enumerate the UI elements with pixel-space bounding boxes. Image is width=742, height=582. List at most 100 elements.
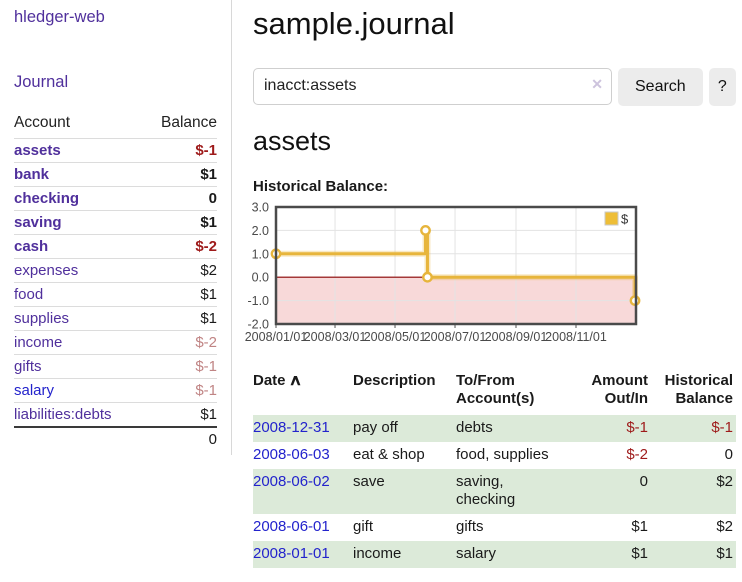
svg-text:-2.0: -2.0	[247, 317, 269, 331]
accounts-cell: food, supplies	[456, 445, 549, 463]
amount-cell: $1	[631, 518, 648, 536]
account-balance: $-1	[142, 378, 217, 403]
sort-ascending-icon: ∧	[288, 371, 302, 389]
search-input[interactable]	[253, 67, 612, 105]
date-link[interactable]: 2008-06-02	[253, 472, 330, 490]
chart-title: Historical Balance:	[253, 177, 389, 195]
account-heading: assets	[253, 125, 332, 156]
account-row: supplies $1	[14, 306, 217, 331]
account-row: assets $-1	[14, 138, 217, 163]
account-balance: $-2	[142, 234, 217, 259]
amount-cell: $1	[631, 544, 648, 562]
chart-legend-label: $	[621, 211, 629, 226]
transaction-row: 2008-06-01 gift gifts $1 $2	[253, 514, 736, 541]
account-link-saving[interactable]: saving	[14, 214, 62, 231]
account-row: cash $-2	[14, 234, 217, 259]
sidebar-item-journal[interactable]: Journal	[14, 73, 69, 91]
account-balance: $2	[142, 258, 217, 283]
main-content: sample.journal ✕ Search ? assets Histori…	[232, 0, 742, 568]
account-row: expenses $2	[14, 258, 217, 283]
account-link-income[interactable]: income	[14, 334, 63, 351]
svg-text:2.0: 2.0	[252, 224, 269, 238]
amount-cell: $-1	[626, 419, 648, 437]
account-row: salary $-1	[14, 378, 217, 403]
account-link-food[interactable]: food	[14, 286, 44, 303]
date-link[interactable]: 2008-01-01	[253, 544, 330, 562]
historical-balance-chart: 3.0 2.0 1.0 0.0 -1.0 -2.0 2008/01/01 2008/03/01…	[243, 200, 736, 351]
accounts-cell: saving, checking	[456, 472, 516, 509]
svg-text:2008/05/01: 2008/05/01	[364, 330, 427, 344]
account-link-supplies[interactable]: supplies	[14, 310, 70, 327]
svg-text:-1.0: -1.0	[247, 294, 269, 308]
accounts-header-balance: Balance	[160, 114, 217, 131]
transaction-row: 2008-06-03 eat & shop food, supplies $-2 0	[253, 442, 736, 469]
date-link[interactable]: 2008-12-31	[253, 419, 330, 437]
transaction-row: 2008-12-31 pay off debts $-1 $-1	[253, 415, 736, 442]
account-link-gifts[interactable]: gifts	[14, 358, 42, 375]
account-row: checking 0	[14, 186, 217, 211]
svg-text:2008/03/01: 2008/03/01	[304, 330, 367, 344]
register-header-description: Description	[353, 371, 436, 389]
help-button[interactable]: ?	[708, 67, 736, 106]
balance-cell: $2	[716, 518, 733, 536]
account-row: liabilities:debts $1	[14, 402, 217, 427]
account-link-checking[interactable]: checking	[14, 190, 80, 207]
account-row: bank $1	[14, 162, 217, 187]
account-link-expenses[interactable]: expenses	[14, 262, 79, 279]
app: hledger-web Journal Account Balance asse…	[14, 0, 742, 568]
description-cell: income	[353, 544, 402, 562]
account-balance: $1	[142, 210, 217, 235]
register-table: Date ∧ Description To/From Account(s) Amount…	[253, 369, 736, 568]
account-row: saving $1	[14, 210, 217, 235]
register-header-amount: Amount Out/In	[591, 371, 648, 408]
chart-canvas: 3.0 2.0 1.0 0.0 -1.0 -2.02008/01/012008/03/01…	[245, 200, 641, 344]
balance-cell: $-1	[711, 419, 733, 437]
account-balance: $1	[142, 282, 217, 307]
account-link-bank[interactable]: bank	[14, 166, 50, 183]
svg-text:2008/01/01: 2008/01/01	[245, 330, 308, 344]
account-link-cash[interactable]: cash	[14, 238, 49, 255]
accounts-cell: debts	[456, 419, 493, 437]
account-balance: $1	[142, 402, 217, 427]
search-button[interactable]: Search	[618, 67, 703, 106]
amount-cell: 0	[639, 472, 648, 490]
balance-cell: $1	[716, 544, 733, 562]
account-link-liabilities-debts[interactable]: liabilities:debts	[14, 406, 112, 423]
accounts-total-value: 0	[142, 426, 217, 451]
account-balance: 0	[142, 186, 217, 211]
balance-cell: $2	[716, 472, 733, 490]
description-cell: gift	[353, 518, 374, 536]
register-header-historical: Historical Balance	[664, 371, 733, 408]
account-row: gifts $-1	[14, 354, 217, 379]
date-link[interactable]: 2008-06-01	[253, 518, 330, 536]
account-balance: $1	[142, 306, 217, 331]
svg-text:1.0: 1.0	[252, 247, 269, 261]
page-title: sample.journal	[253, 6, 455, 41]
transaction-row: 2008-01-01 income salary $1 $1	[253, 540, 736, 568]
svg-text:3.0: 3.0	[252, 200, 269, 214]
accounts-total-row: 0	[14, 426, 217, 451]
accounts-cell: gifts	[456, 518, 484, 536]
account-link-salary[interactable]: salary	[14, 382, 55, 399]
accounts-header-account: Account	[14, 114, 71, 131]
svg-text:2008/09/01: 2008/09/01	[485, 330, 548, 344]
account-row: income $-2	[14, 330, 217, 355]
amount-cell: $-2	[626, 445, 648, 463]
register-header-to-from: To/From Account(s)	[456, 371, 535, 408]
account-row: food $1	[14, 282, 217, 307]
account-link-assets[interactable]: assets	[14, 142, 61, 159]
register-header-date[interactable]: Date ∧	[253, 371, 302, 389]
svg-text:2008/07/01: 2008/07/01	[424, 330, 487, 344]
accounts-total-spacer	[14, 426, 143, 451]
transaction-row: 2008-06-02 save saving, checking 0 $2	[253, 468, 736, 515]
date-link[interactable]: 2008-06-03	[253, 445, 330, 463]
accounts-cell: salary	[456, 544, 497, 562]
app-title-link[interactable]: hledger-web	[14, 8, 105, 26]
balance-cell: 0	[724, 445, 733, 463]
account-balance: $-2	[142, 330, 217, 355]
account-balance: $1	[142, 162, 217, 187]
accounts-table: Account Balance assets $-1 bank $1 checking 0…	[14, 112, 217, 451]
clear-search-icon[interactable]: ✕	[591, 75, 603, 92]
svg-text:0.0: 0.0	[252, 270, 269, 284]
account-balance: $-1	[142, 138, 217, 163]
